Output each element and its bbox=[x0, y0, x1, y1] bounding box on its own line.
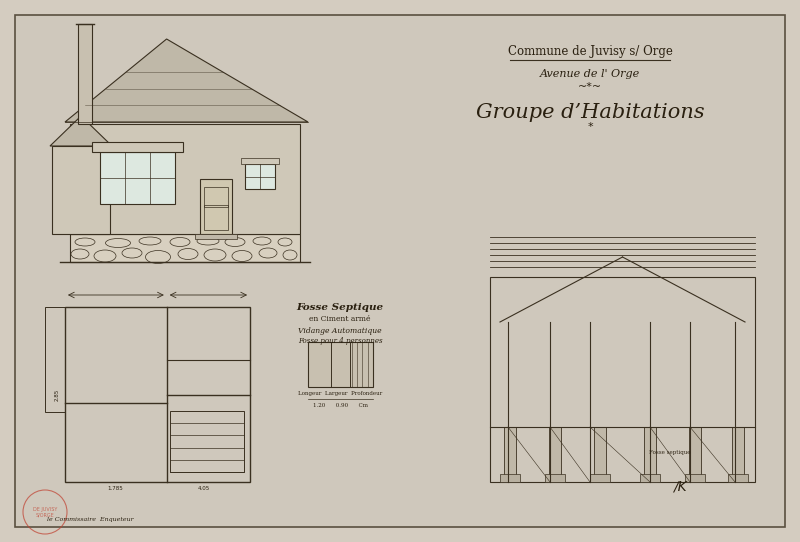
Text: Longeur  Largeur  Profondeur: Longeur Largeur Profondeur bbox=[298, 391, 382, 396]
Bar bbox=[241, 158, 279, 164]
Bar bbox=[689, 427, 701, 482]
Bar bbox=[92, 142, 183, 152]
Bar bbox=[500, 474, 520, 482]
Text: DE JUVISY
S/ORGE: DE JUVISY S/ORGE bbox=[33, 507, 57, 518]
Bar bbox=[65, 307, 250, 482]
Bar bbox=[200, 179, 232, 234]
Text: *: * bbox=[587, 122, 593, 132]
Bar bbox=[590, 474, 610, 482]
Bar bbox=[728, 474, 748, 482]
Bar bbox=[70, 124, 300, 234]
Text: ~*~: ~*~ bbox=[578, 82, 602, 92]
Bar bbox=[52, 146, 110, 234]
Bar bbox=[204, 187, 228, 207]
Text: Fosse pour 4 personnes: Fosse pour 4 personnes bbox=[298, 337, 382, 345]
Bar bbox=[640, 474, 660, 482]
Bar bbox=[490, 277, 755, 482]
Text: 4.05: 4.05 bbox=[198, 486, 210, 491]
Text: 1.20      0.90      Cm: 1.20 0.90 Cm bbox=[313, 403, 368, 408]
Text: Fosse septique: Fosse septique bbox=[650, 450, 690, 455]
Bar bbox=[504, 427, 516, 482]
Text: 2.85: 2.85 bbox=[54, 389, 59, 401]
Bar bbox=[45, 307, 65, 412]
Text: en Ciment armé: en Ciment armé bbox=[310, 315, 370, 323]
Bar bbox=[549, 427, 561, 482]
Bar bbox=[170, 411, 245, 472]
Bar bbox=[195, 234, 237, 239]
Text: /K: /K bbox=[673, 480, 687, 494]
Bar bbox=[100, 152, 175, 204]
Text: Vidange Automatique: Vidange Automatique bbox=[298, 327, 382, 335]
Text: Avenue de l' Orge: Avenue de l' Orge bbox=[540, 69, 640, 79]
Bar bbox=[685, 474, 705, 482]
Polygon shape bbox=[50, 116, 112, 146]
Bar bbox=[204, 205, 228, 230]
Bar bbox=[245, 164, 275, 189]
Bar bbox=[78, 24, 92, 124]
Text: Commune de Juvisy s/ Orge: Commune de Juvisy s/ Orge bbox=[507, 46, 673, 59]
Bar bbox=[308, 342, 373, 387]
Text: le Commissaire  Enqueteur: le Commissaire Enqueteur bbox=[46, 518, 134, 522]
Bar bbox=[644, 427, 656, 482]
Bar bbox=[594, 427, 606, 482]
Text: Fosse Septique: Fosse Septique bbox=[297, 302, 383, 312]
Text: 1.785: 1.785 bbox=[107, 486, 123, 491]
Bar bbox=[70, 234, 300, 262]
Polygon shape bbox=[65, 39, 308, 122]
Text: Groupe d’Habitations: Groupe d’Habitations bbox=[476, 102, 704, 121]
Bar bbox=[545, 474, 565, 482]
Bar bbox=[732, 427, 744, 482]
